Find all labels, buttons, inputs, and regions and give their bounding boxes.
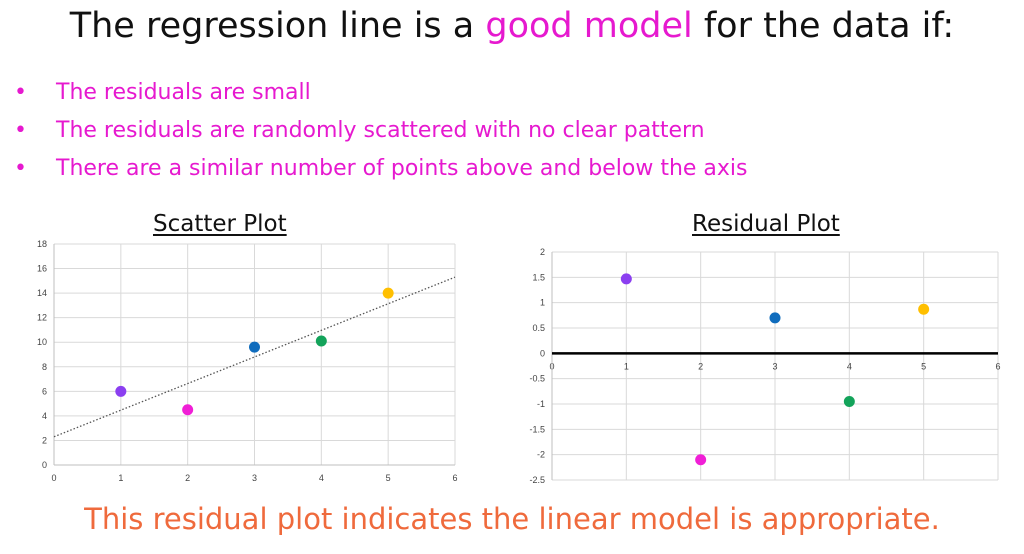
x-tick-label: 0 xyxy=(51,473,56,483)
x-tick-label: 1 xyxy=(118,473,123,483)
residual-point xyxy=(620,273,632,285)
y-tick-label: 0 xyxy=(42,460,47,470)
y-tick-label: -1 xyxy=(537,399,545,409)
criteria-list: • The residuals are small • The residuals … xyxy=(14,74,748,188)
criteria-item: • There are a similar number of points ab… xyxy=(14,150,748,188)
bullet-icon: • xyxy=(14,80,27,105)
residual-point xyxy=(843,395,855,407)
y-tick-label: 1 xyxy=(540,298,545,308)
x-tick-label: 2 xyxy=(698,361,703,371)
y-tick-label: 4 xyxy=(42,411,47,421)
x-tick-label: 2 xyxy=(185,473,190,483)
criteria-text: The residuals are small xyxy=(56,80,311,105)
y-tick-label: 1.5 xyxy=(532,272,545,282)
x-tick-label: 6 xyxy=(452,473,457,483)
y-tick-label: 0 xyxy=(540,348,545,358)
residual-point xyxy=(695,454,707,466)
y-tick-label: -2 xyxy=(537,450,545,460)
y-tick-label: 18 xyxy=(37,239,47,249)
data-point xyxy=(249,341,260,353)
title-suffix: for the data if: xyxy=(692,6,955,46)
residual-point xyxy=(918,303,930,315)
data-point xyxy=(115,385,127,397)
y-tick-label: 0.5 xyxy=(532,323,545,333)
x-tick-label: 5 xyxy=(921,361,926,371)
data-point xyxy=(315,335,327,347)
y-tick-label: 16 xyxy=(37,264,47,274)
y-tick-label: 14 xyxy=(37,288,47,298)
scatter-plot-title: Scatter Plot xyxy=(153,211,287,237)
data-point xyxy=(382,287,394,299)
x-tick-label: 3 xyxy=(252,473,257,483)
slide-title: The regression line is a good model for … xyxy=(0,6,1024,46)
criteria-text: There are a similar number of points abo… xyxy=(56,156,748,181)
residual-plot-title: Residual Plot xyxy=(692,211,840,237)
bullet-icon: • xyxy=(14,118,27,143)
x-tick-label: 4 xyxy=(847,361,852,371)
criteria-text: The residuals are randomly scattered wit… xyxy=(56,118,705,143)
y-tick-label: 8 xyxy=(42,362,47,372)
y-tick-label: -0.5 xyxy=(529,374,545,384)
x-tick-label: 3 xyxy=(772,361,777,371)
y-tick-label: -2.5 xyxy=(529,475,545,485)
x-tick-label: 6 xyxy=(995,361,1000,371)
data-point xyxy=(182,404,194,416)
x-tick-label: 5 xyxy=(386,473,391,483)
y-tick-label: 2 xyxy=(42,435,47,445)
title-highlight: good model xyxy=(485,6,693,46)
y-tick-label: 2 xyxy=(540,247,545,257)
y-tick-label: 12 xyxy=(37,313,47,323)
y-tick-label: 6 xyxy=(42,386,47,396)
title-prefix: The regression line is a xyxy=(69,6,486,46)
residual-point xyxy=(769,312,781,324)
criteria-item: • The residuals are small xyxy=(14,74,748,112)
y-tick-label: -1.5 xyxy=(529,424,545,434)
bullet-icon: • xyxy=(14,156,27,181)
x-tick-label: 1 xyxy=(624,361,629,371)
y-tick-label: 10 xyxy=(37,337,47,347)
conclusion-text: This residual plot indicates the linear … xyxy=(84,502,940,536)
criteria-item: • The residuals are randomly scattered wi… xyxy=(14,112,748,150)
x-tick-label: 4 xyxy=(319,473,324,483)
